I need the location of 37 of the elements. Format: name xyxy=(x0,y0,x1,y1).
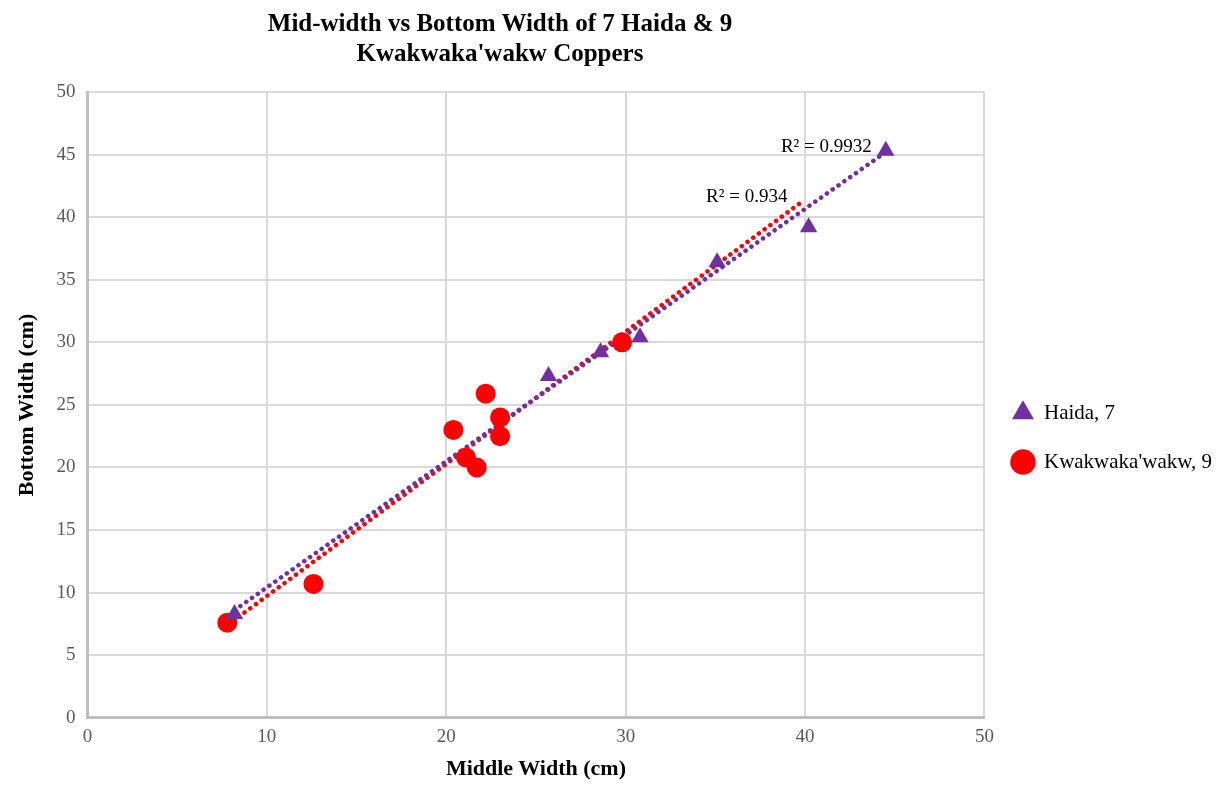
point xyxy=(490,426,511,447)
point xyxy=(539,366,558,382)
point xyxy=(490,407,511,428)
y-tick-label: 30 xyxy=(56,330,76,352)
legend-label: Kwakwaka'wakw, 9 xyxy=(1043,448,1212,473)
point xyxy=(877,140,895,156)
point xyxy=(591,342,610,358)
point xyxy=(708,252,726,268)
x-tick-label: 10 xyxy=(257,725,277,747)
annotation: R² = 0.934 xyxy=(706,184,788,206)
x-tick-label: 30 xyxy=(616,725,636,747)
x-tick-label: 0 xyxy=(82,725,93,747)
x-tick-label: 20 xyxy=(436,725,456,747)
y-tick-label: 25 xyxy=(56,392,76,414)
point xyxy=(443,419,464,440)
y-tick-label: 0 xyxy=(65,705,76,727)
legend-label: Haida, 7 xyxy=(1043,399,1116,424)
point xyxy=(303,573,324,594)
y-tick-label: 5 xyxy=(65,643,76,665)
y-tick-label: 20 xyxy=(56,455,76,477)
point xyxy=(799,217,818,233)
annotation: R² = 0.9932 xyxy=(780,134,872,156)
point xyxy=(475,383,496,404)
y-axis-title: Bottom Width (cm) xyxy=(12,313,38,497)
chart-title: Mid-width vs Bottom Width of 7 Haida & 9 Kwakwaka'wakw Coppers xyxy=(266,8,734,68)
y-tick-label: 15 xyxy=(56,518,76,540)
x-axis-title: Middle Width (cm) xyxy=(445,755,626,781)
point xyxy=(612,332,633,353)
y-tick-label: 35 xyxy=(56,267,76,289)
x-tick-label: 50 xyxy=(974,725,994,747)
y-tick-label: 50 xyxy=(56,79,76,101)
y-tick-label: 40 xyxy=(56,205,76,227)
point xyxy=(466,457,487,478)
y-tick-label: 45 xyxy=(56,142,76,164)
y-tick-label: 10 xyxy=(56,580,76,602)
point xyxy=(631,327,649,343)
x-tick-label: 40 xyxy=(795,725,815,747)
